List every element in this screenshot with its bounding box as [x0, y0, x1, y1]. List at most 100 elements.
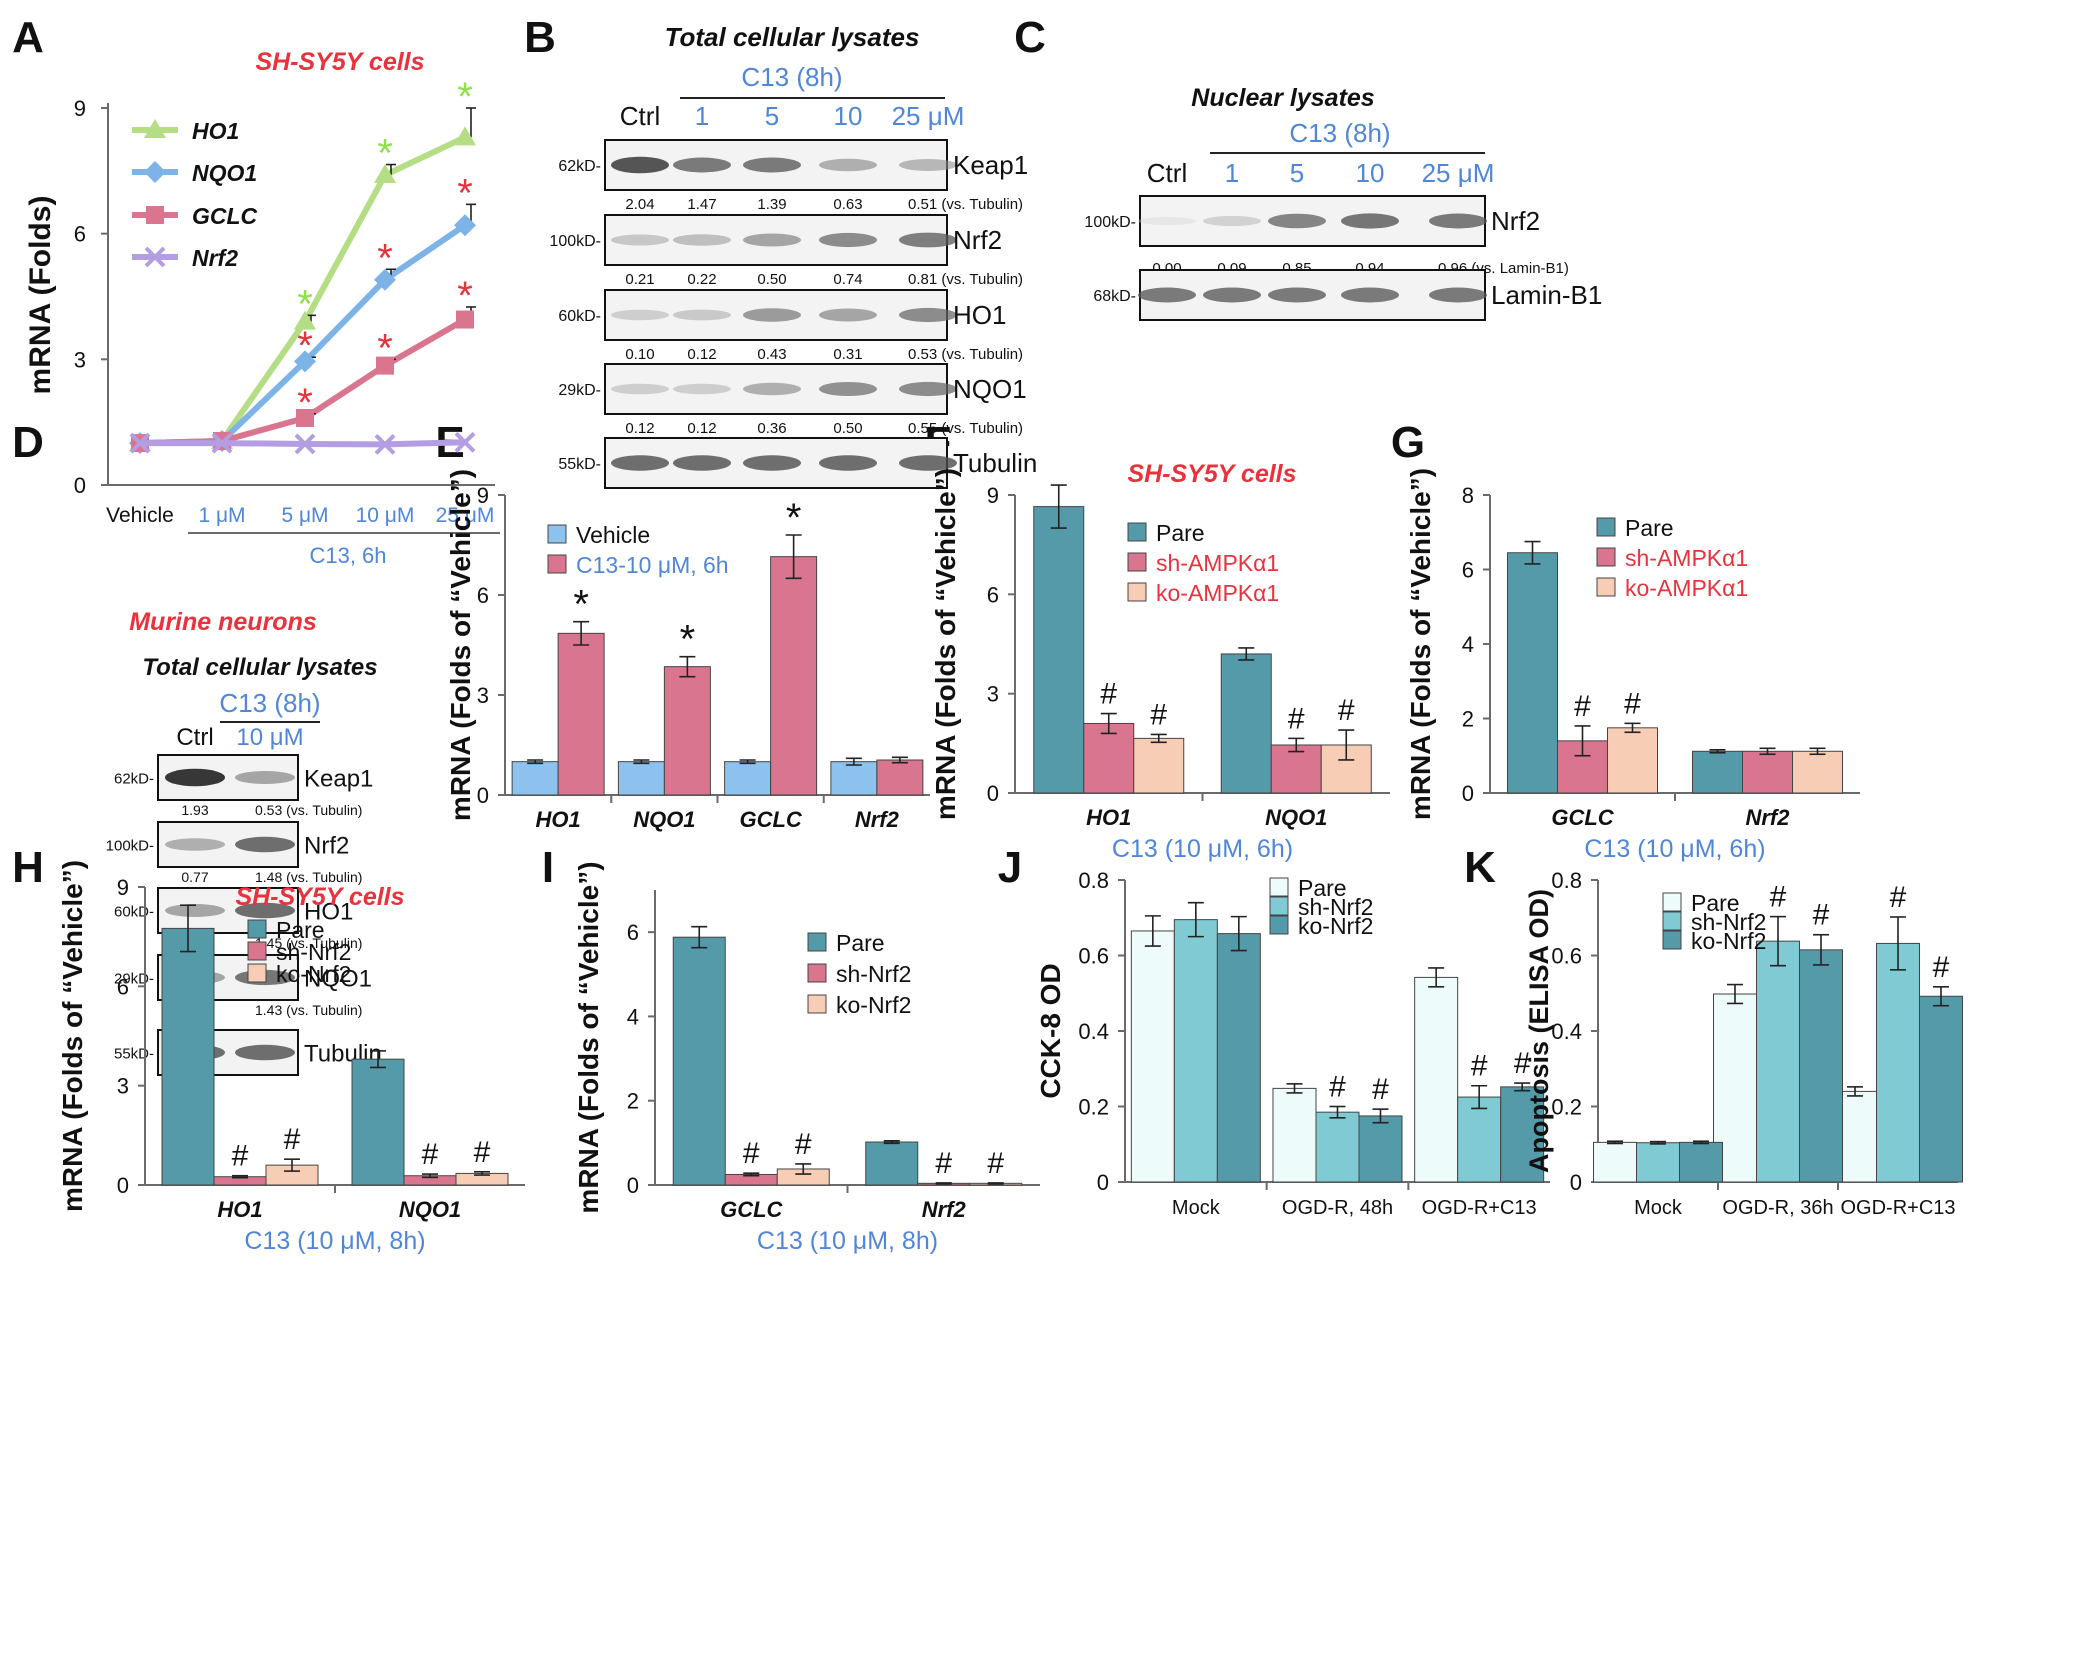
molecular-weight-label: 62kD- — [114, 771, 154, 788]
legend-label: HO1 — [192, 118, 239, 144]
y-tick-label: 6 — [74, 222, 86, 247]
y-tick-label: 3 — [74, 347, 86, 372]
lane-label: 25 μM — [892, 101, 965, 131]
western-band — [1203, 215, 1261, 227]
panel-f-bar-chart: 0 3 6 9 mRNA (Folds of “Vehicle”) HO1 NQO1 C13 … — [930, 460, 1390, 863]
legend-label: C13-10 μM, 6h — [576, 552, 729, 578]
bar — [663, 666, 711, 796]
legend-label: sh-AMPKα1 — [1156, 550, 1279, 576]
diamond-marker — [144, 161, 166, 183]
significance-hash: # — [1514, 1047, 1531, 1080]
legend-label: Pare — [1691, 890, 1740, 916]
legend-swatch — [1662, 930, 1682, 950]
densitometry-value: 1.43 (vs. Tubulin) — [255, 1002, 362, 1018]
x-category-label: NQO1 — [1265, 805, 1327, 830]
legend-label: Pare — [276, 917, 325, 943]
bar — [724, 761, 772, 796]
y-axis-label: mRNA (Folds) — [24, 196, 57, 395]
legend-label: ko-Nrf2 — [1298, 913, 1373, 939]
densitometry-value: 0.12 — [687, 346, 716, 363]
western-band — [899, 455, 957, 471]
western-band — [1138, 287, 1196, 303]
series-0: Vehicle — [511, 522, 878, 796]
y-tick-label: 9 — [987, 483, 999, 508]
densitometry-value: 0.22 — [687, 271, 716, 288]
y-axis-label: mRNA (Folds of “Vehicle”) — [930, 468, 961, 820]
blot-row-tubulin: 55kD- Tubulin — [114, 1029, 382, 1076]
legend-label: ko-Nrf2 — [1691, 928, 1766, 954]
panel-g-bar-chart: 0 2 4 6 8 mRNA (Folds of “Vehicle”) GCLC Nrf2 C1… — [1405, 468, 1860, 863]
western-band — [743, 233, 801, 247]
panel-letter-C: C — [1014, 13, 1046, 62]
bar — [1216, 933, 1261, 1183]
diamond-marker — [374, 268, 396, 291]
sample-annotation: Murine neurons — [129, 608, 317, 636]
western-band — [819, 455, 877, 471]
y-axis-label: mRNA (Folds of “Vehicle”) — [1405, 468, 1436, 820]
y-tick-label: 2 — [627, 1089, 639, 1114]
western-band — [1341, 287, 1399, 303]
significance-hash: # — [795, 1128, 812, 1161]
densitometry-value: 0.12 — [625, 420, 654, 437]
legend-swatch — [1127, 522, 1147, 542]
x-group-label: C13, 6h — [309, 543, 386, 568]
western-band — [743, 308, 801, 322]
densitometry-value: 0.10 — [625, 346, 654, 363]
bar — [1692, 750, 1743, 794]
y-axis-label: Apoptosis (ELISA OD) — [1524, 889, 1554, 1173]
molecular-weight-label: 100kD- — [106, 838, 154, 855]
x-axis-label: C13 (10 μM, 6h) — [1112, 835, 1293, 863]
series-2: # # ko-Nrf2 — [1662, 899, 1963, 1183]
western-band — [819, 232, 877, 248]
western-band — [743, 382, 801, 396]
blot-title: Nuclear lysates — [1191, 84, 1375, 112]
densitometry-value: 1.47 — [687, 196, 716, 213]
densitometry-value: 0.21 — [625, 271, 654, 288]
western-band — [611, 455, 669, 471]
western-band — [673, 383, 731, 395]
square-marker — [376, 356, 394, 375]
y-tick-label: 9 — [74, 96, 86, 121]
densitometry-value: 1.48 (vs. Tubulin) — [255, 869, 362, 885]
y-tick-label: 0 — [1097, 1170, 1109, 1195]
bar — [511, 761, 559, 796]
panel-letter-D: D — [12, 418, 44, 467]
panel-b-western-blot: Total cellular lysates C13 (8h) Ctrl 1 5 10 25… — [549, 22, 1037, 489]
western-band — [673, 455, 731, 471]
lane-label: 1 — [695, 101, 709, 131]
panel-h-bar-chart: 0 3 6 9 mRNA (Folds of “Vehicle”) HO1 NQO1 C13 … — [57, 860, 525, 1255]
western-band — [611, 156, 669, 174]
y-tick-label: 3 — [117, 1074, 129, 1099]
legend-label: ko-AMPKα1 — [1156, 580, 1279, 606]
triangle-marker — [144, 119, 166, 138]
panel-i-bar-chart: 0 2 4 6 mRNA (Folds of “Vehicle”) GCLC Nrf2 C13… — [573, 861, 1040, 1255]
triangle-marker — [454, 126, 476, 146]
panel-letter-K: K — [1464, 843, 1496, 892]
densitometry-value: 0.50 — [833, 420, 862, 437]
series-2: # ko-AMPKα1 — [1596, 575, 1843, 794]
molecular-weight-label: 62kD- — [558, 158, 601, 175]
blot-row-ho1: 60kD- HO1 0.10 0.12 0.43 0.31 0.53 (vs. Tubuli… — [558, 289, 1023, 363]
bar — [1607, 727, 1658, 794]
western-band — [1429, 213, 1487, 229]
significance-hash: # — [1372, 1073, 1389, 1106]
y-tick-label: 0.4 — [1551, 1019, 1582, 1044]
blot-row-nqo1: 29kD- NQO1 0.12 0.12 0.36 0.50 0.55 (vs. Tubul… — [558, 363, 1027, 437]
lane-label: Ctrl — [176, 724, 213, 751]
significance-hash: # — [1338, 694, 1355, 727]
series-1: # # sh-Nrf2 — [724, 961, 971, 1186]
legend-label: GCLC — [192, 203, 258, 229]
panel-j-bar-chart: 0 0.2 0.4 0.6 0.8 CCK-8 OD Mock OGD-R, 48h OGD-R… — [1035, 868, 1550, 1219]
bar — [1919, 995, 1963, 1183]
bar — [876, 759, 924, 796]
legend-swatch — [807, 994, 827, 1014]
molecular-weight-label: 60kD- — [558, 308, 601, 325]
series-2: # # ko-AMPKα1 — [1127, 580, 1372, 794]
bar — [1457, 1096, 1502, 1183]
panel-letter-I: I — [542, 843, 554, 892]
bar — [672, 936, 726, 1186]
legend-swatch — [1596, 547, 1616, 567]
lane-label: 5 — [765, 101, 779, 131]
legend-swatch — [1269, 896, 1289, 916]
bar — [1414, 976, 1459, 1183]
